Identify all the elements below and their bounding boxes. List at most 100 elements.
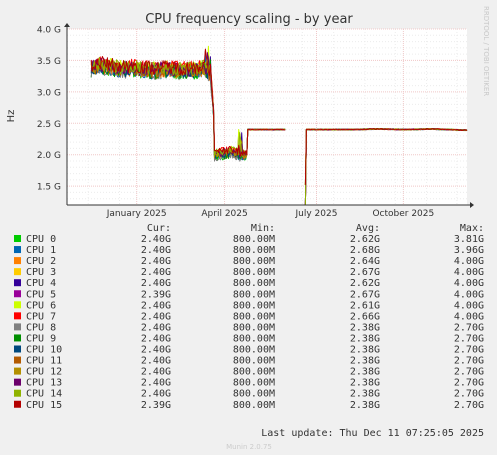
legend-series-name: CPU 0 xyxy=(26,234,56,245)
legend-swatch xyxy=(14,400,21,408)
legend-series-name: CPU 5 xyxy=(26,289,56,300)
legend-series-name: CPU 2 xyxy=(26,256,56,267)
legend-series-name: CPU 10 xyxy=(26,345,62,356)
y-tick-label: 3.0 G xyxy=(37,88,61,98)
legend-swatch xyxy=(14,356,21,364)
legend-value: 800.00M xyxy=(233,300,275,311)
y-tick-label: 2.0 G xyxy=(37,151,61,161)
legend-value: 2.61G xyxy=(350,300,380,311)
legend-swatch xyxy=(14,301,21,309)
legend-value: 800.00M xyxy=(233,245,275,256)
legend-value: 2.40G xyxy=(141,356,171,367)
legend-swatch xyxy=(14,345,21,353)
legend-value: 2.68G xyxy=(350,245,380,256)
legend-value: 800.00M xyxy=(233,256,275,267)
legend-value: 2.38G xyxy=(350,322,380,333)
legend-swatch xyxy=(14,389,21,397)
legend-value: 2.38G xyxy=(350,333,380,344)
legend-value: 2.40G xyxy=(141,256,171,267)
legend: Cur: Min: Avg: Max: CPU 0 2.40G 800.00M 2.62G 3.… xyxy=(14,223,484,411)
legend-value: 2.40G xyxy=(141,300,171,311)
y-tick-label: 1.5 G xyxy=(37,183,61,193)
legend-value: 2.38G xyxy=(350,389,380,400)
legend-column-header: Cur: xyxy=(147,223,171,234)
legend-value: 3.81G xyxy=(454,234,484,245)
legend-swatch xyxy=(14,378,21,386)
legend-series-name: CPU 14 xyxy=(26,389,62,400)
legend-value: 2.70G xyxy=(454,378,484,389)
legend-value: 800.00M xyxy=(233,267,275,278)
legend-value: 800.00M xyxy=(233,311,275,322)
legend-value: 2.66G xyxy=(350,311,380,322)
legend-value: 4.00G xyxy=(454,278,484,289)
generator-label: Munin 2.0.75 xyxy=(226,443,272,451)
last-update: Last update: Thu Dec 11 07:25:05 2025 xyxy=(261,428,484,439)
legend-value: 2.70G xyxy=(454,345,484,356)
legend-value: 2.38G xyxy=(350,356,380,367)
legend-value: 2.40G xyxy=(141,311,171,322)
legend-value: 2.40G xyxy=(141,278,171,289)
legend-value: 2.70G xyxy=(454,367,484,378)
legend-value: 2.40G xyxy=(141,367,171,378)
x-tick-label: October 2025 xyxy=(372,209,434,219)
y-tick-label: 2.5 G xyxy=(37,120,61,130)
legend-value: 800.00M xyxy=(233,234,275,245)
rrdtool-side-label: RRDTOOL / TOBI OETIKER xyxy=(482,6,490,96)
legend-value: 3.96G xyxy=(454,245,484,256)
legend-value: 2.40G xyxy=(141,389,171,400)
legend-swatch xyxy=(14,246,21,254)
legend-value: 2.39G xyxy=(141,400,171,411)
legend-value: 800.00M xyxy=(233,400,275,411)
legend-value: 2.40G xyxy=(141,245,171,256)
legend-value: 2.70G xyxy=(454,389,484,400)
legend-series-name: CPU 7 xyxy=(26,311,56,322)
legend-value: 800.00M xyxy=(233,333,275,344)
legend-series-name: CPU 9 xyxy=(26,333,56,344)
y-axis-label: Hz xyxy=(6,110,17,123)
legend-series-name: CPU 13 xyxy=(26,378,62,389)
legend-value: 800.00M xyxy=(233,356,275,367)
legend-value: 2.39G xyxy=(141,289,171,300)
legend-column-header: Max: xyxy=(460,223,484,234)
legend-swatch xyxy=(14,257,21,265)
legend-value: 2.64G xyxy=(350,256,380,267)
x-tick-label: January 2025 xyxy=(106,209,167,219)
legend-value: 2.40G xyxy=(141,378,171,389)
legend-value: 2.38G xyxy=(350,367,380,378)
chart-title: CPU frequency scaling - by year xyxy=(145,12,353,27)
legend-value: 2.40G xyxy=(141,234,171,245)
legend-series-name: CPU 4 xyxy=(26,278,56,289)
legend-value: 4.00G xyxy=(454,267,484,278)
legend-value: 2.70G xyxy=(454,333,484,344)
legend-value: 2.38G xyxy=(350,345,380,356)
legend-value: 800.00M xyxy=(233,378,275,389)
legend-value: 2.70G xyxy=(454,322,484,333)
legend-value: 2.40G xyxy=(141,345,171,356)
legend-series-name: CPU 12 xyxy=(26,367,62,378)
legend-series-name: CPU 8 xyxy=(26,322,56,333)
legend-series-name: CPU 3 xyxy=(26,267,56,278)
series-line xyxy=(90,48,468,185)
legend-value: 2.62G xyxy=(350,278,380,289)
legend-value: 2.67G xyxy=(350,267,380,278)
legend-value: 2.40G xyxy=(141,267,171,278)
legend-value: 800.00M xyxy=(233,289,275,300)
legend-swatch xyxy=(14,312,21,320)
legend-value: 4.00G xyxy=(454,300,484,311)
legend-value: 800.00M xyxy=(233,278,275,289)
legend-swatch xyxy=(14,279,21,287)
legend-value: 4.00G xyxy=(454,289,484,300)
legend-series-name: CPU 1 xyxy=(26,245,56,256)
legend-value: 2.40G xyxy=(141,333,171,344)
legend-value: 800.00M xyxy=(233,345,275,356)
legend-swatch xyxy=(14,323,21,331)
legend-column-header: Avg: xyxy=(356,223,380,234)
legend-value: 2.62G xyxy=(350,234,380,245)
plot-area: 1.5 G 2.0 G 2.5 G 3.0 G 3.5 G 4.0 G January 20… xyxy=(37,23,474,219)
x-tick-label: July 2025 xyxy=(295,209,338,219)
y-tick-label: 3.5 G xyxy=(37,57,61,67)
legend-value: 800.00M xyxy=(233,322,275,333)
legend-value: 4.00G xyxy=(454,311,484,322)
legend-value: 2.70G xyxy=(454,356,484,367)
